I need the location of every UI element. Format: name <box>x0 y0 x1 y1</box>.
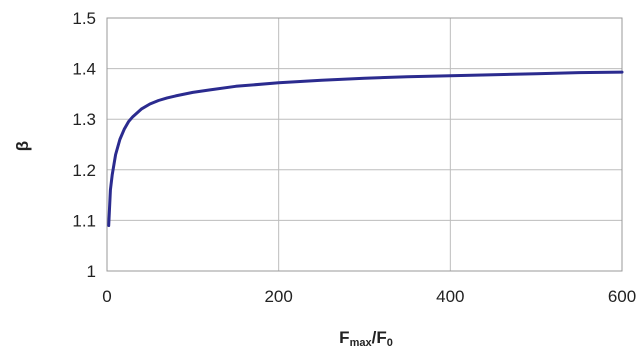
y-tick-label: 1 <box>87 262 96 281</box>
y-tick-label: 1.2 <box>72 161 96 180</box>
y-axis-ticks: 1 1.1 1.2 1.3 1.4 1.5 <box>72 9 96 281</box>
x-tick-label: 0 <box>102 287 111 306</box>
y-tick-label: 1.3 <box>72 110 96 129</box>
y-tick-label: 1.4 <box>72 60 96 79</box>
x-axis-title-subscript-1: max <box>350 337 373 349</box>
x-axis-ticks: 0 200 400 600 <box>102 287 636 306</box>
grid-lines <box>106 17 623 272</box>
x-axis-title-main: F <box>339 328 349 347</box>
plot-area <box>106 17 623 272</box>
x-axis-title-mid: /F <box>372 328 387 347</box>
y-axis-title: β <box>13 141 32 151</box>
x-tick-label: 600 <box>608 287 636 306</box>
series-line <box>107 70 624 227</box>
x-axis-title-subscript-2: 0 <box>387 337 393 349</box>
y-tick-label: 1.1 <box>72 211 96 230</box>
y-tick-label: 1.5 <box>72 9 96 28</box>
x-tick-label: 400 <box>436 287 464 306</box>
x-axis-title: Fmax/F0 <box>339 328 393 349</box>
x-tick-label: 200 <box>264 287 292 306</box>
